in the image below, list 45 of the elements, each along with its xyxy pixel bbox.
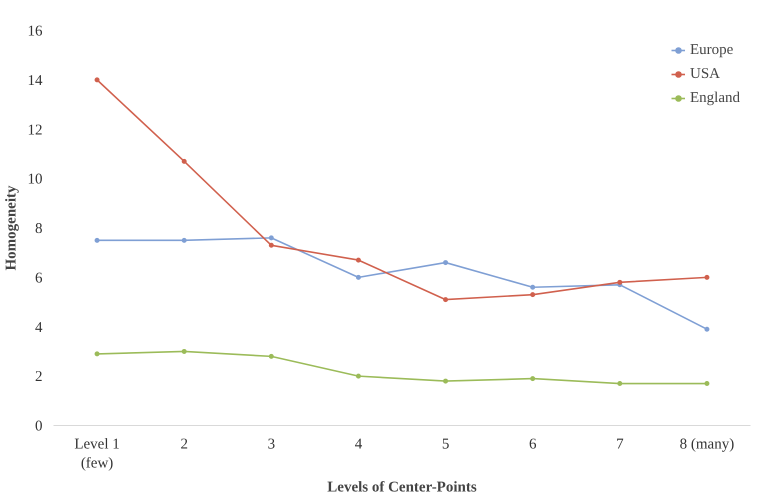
x-tick-label: 2 <box>180 436 188 452</box>
point <box>268 242 274 248</box>
x-tick-label: 3 <box>268 436 276 452</box>
y-tick-label: 16 <box>28 24 43 40</box>
legend-label: England <box>690 90 740 106</box>
point <box>443 378 448 384</box>
y-tick-label: 14 <box>28 72 43 89</box>
point <box>268 354 274 359</box>
point <box>704 381 710 386</box>
point <box>530 376 536 382</box>
y-tick-label: 6 <box>35 270 43 286</box>
x-tick-label: 5 <box>442 436 450 452</box>
point <box>182 238 187 243</box>
point <box>443 260 448 266</box>
x-tick-label: 6 <box>528 436 537 452</box>
point <box>443 297 448 302</box>
y-tick-label: 0 <box>35 418 42 434</box>
point <box>356 258 361 263</box>
point <box>94 77 100 82</box>
point <box>617 280 622 285</box>
x-tick-label: Level 1 (few) <box>74 436 120 472</box>
legend-label: Europe <box>690 42 734 58</box>
y-axis-title: Homogeneity <box>4 185 20 270</box>
y-tick-label: 2 <box>35 369 42 386</box>
point <box>356 274 361 280</box>
point <box>356 374 361 379</box>
point <box>94 238 100 243</box>
x-tick-label: 7 <box>616 436 624 452</box>
point <box>94 351 100 356</box>
point <box>182 348 187 354</box>
point <box>617 381 622 386</box>
point <box>530 284 536 290</box>
y-tick-label: 8 <box>35 221 42 237</box>
x-tick-label: 4 <box>354 436 363 452</box>
point <box>530 292 536 298</box>
y-tick-label: 12 <box>28 122 42 138</box>
y-tick-label: 10 <box>28 172 42 188</box>
x-axis-title: Levels of Center-Points <box>327 480 477 496</box>
point <box>704 274 710 280</box>
legend-label: USA <box>690 66 720 82</box>
point <box>704 326 710 332</box>
x-tick-label: 8 (many) <box>680 436 734 452</box>
y-tick-label: 4 <box>35 320 43 336</box>
point <box>182 158 187 164</box>
point <box>268 235 274 240</box>
